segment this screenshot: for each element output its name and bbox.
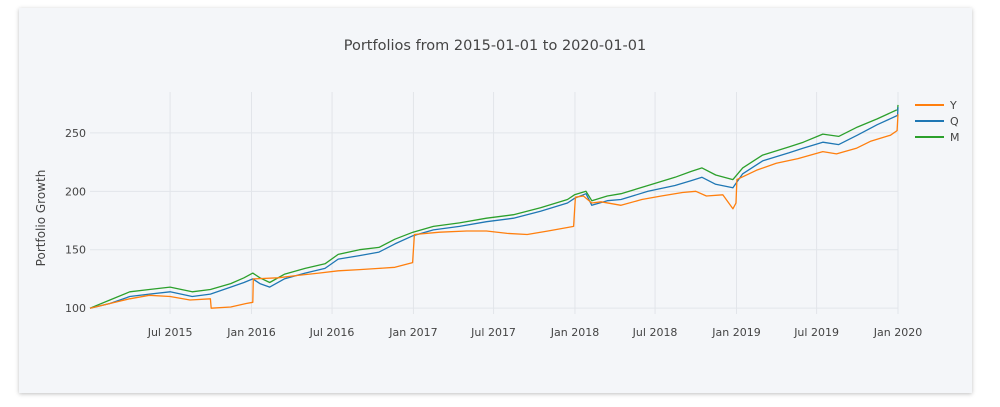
chart-card: Portfolios from 2015-01-01 to 2020-01-01… bbox=[19, 8, 972, 393]
legend: YQM bbox=[915, 99, 960, 144]
series-lines bbox=[89, 104, 899, 309]
x-tick-label: Jul 2017 bbox=[470, 326, 516, 339]
legend-label-q[interactable]: Q bbox=[950, 115, 959, 128]
series-line-y bbox=[89, 114, 899, 309]
series-line-q bbox=[89, 107, 899, 309]
y-tick-label: 200 bbox=[65, 185, 86, 198]
x-tick-label: Jan 2018 bbox=[550, 326, 599, 339]
x-tick-label: Jan 2016 bbox=[226, 326, 275, 339]
x-tick-label: Jan 2020 bbox=[873, 326, 922, 339]
portfolio-chart: Portfolios from 2015-01-01 to 2020-01-01… bbox=[34, 38, 960, 339]
x-tick-label: Jul 2019 bbox=[793, 326, 839, 339]
x-tick-label: Jul 2015 bbox=[147, 326, 193, 339]
x-tick-label: Jul 2018 bbox=[632, 326, 678, 339]
series-line-m bbox=[89, 104, 899, 309]
legend-label-m[interactable]: M bbox=[950, 131, 960, 144]
x-tick-label: Jul 2016 bbox=[309, 326, 355, 339]
x-axis-ticks: Jul 2015 Jan 2016 Jul 2016 Jan 2017 Jul 2017… bbox=[147, 326, 923, 339]
x-tick-label: Jan 2019 bbox=[711, 326, 760, 339]
y-axis-label: Portfolio Growth bbox=[34, 170, 48, 267]
x-tick-label: Jan 2017 bbox=[388, 326, 437, 339]
legend-label-y[interactable]: Y bbox=[949, 99, 957, 112]
y-axis-ticks: 100 150 200 250 bbox=[65, 127, 86, 315]
grid bbox=[90, 92, 899, 314]
y-tick-label: 250 bbox=[65, 127, 86, 140]
y-tick-label: 150 bbox=[65, 244, 86, 257]
chart-title: Portfolios from 2015-01-01 to 2020-01-01 bbox=[344, 38, 646, 54]
y-tick-label: 100 bbox=[65, 302, 86, 315]
